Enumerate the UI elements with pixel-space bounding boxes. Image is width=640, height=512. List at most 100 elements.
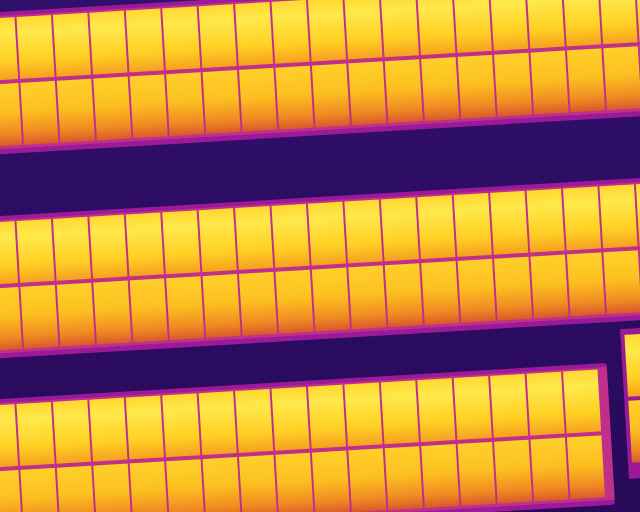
cell xyxy=(344,199,383,264)
panel-row xyxy=(0,363,615,512)
cell xyxy=(384,59,423,124)
cell xyxy=(52,216,92,281)
panel-row xyxy=(620,326,640,479)
cell xyxy=(89,214,128,279)
cell xyxy=(457,54,496,119)
cell xyxy=(20,467,59,512)
cell xyxy=(417,195,456,260)
cell xyxy=(307,201,347,266)
cell xyxy=(198,391,237,456)
cell xyxy=(0,221,19,286)
cell xyxy=(93,463,132,512)
cell xyxy=(384,446,423,511)
cell xyxy=(52,12,92,77)
cell xyxy=(275,452,314,512)
cell xyxy=(20,80,59,145)
cell xyxy=(453,192,492,257)
cell xyxy=(56,78,95,143)
cell xyxy=(89,397,128,462)
cell xyxy=(421,444,460,508)
cell xyxy=(89,10,128,75)
cell xyxy=(162,210,201,275)
cell xyxy=(0,404,19,469)
cell xyxy=(348,61,387,126)
cell xyxy=(348,448,387,512)
cell xyxy=(0,470,23,512)
cell xyxy=(202,457,241,512)
cell xyxy=(0,17,19,82)
cell xyxy=(566,48,606,113)
cell xyxy=(563,369,602,434)
cell xyxy=(603,250,640,315)
cell xyxy=(202,70,241,134)
cell xyxy=(129,278,168,343)
cell xyxy=(417,0,456,56)
cell xyxy=(311,450,350,512)
cell xyxy=(603,46,640,111)
cell xyxy=(275,65,314,130)
cell xyxy=(624,332,640,397)
cell xyxy=(311,63,350,128)
cell xyxy=(421,57,460,121)
cell xyxy=(125,8,164,73)
cell xyxy=(16,401,55,466)
cell xyxy=(166,276,205,341)
cell xyxy=(166,459,205,512)
cell xyxy=(93,76,132,141)
cell xyxy=(490,373,529,438)
cell xyxy=(530,254,569,319)
cell xyxy=(526,188,565,253)
cell xyxy=(599,0,638,45)
cell xyxy=(344,0,383,60)
cell xyxy=(238,271,278,336)
cell xyxy=(563,186,602,251)
cell xyxy=(566,435,606,500)
cell xyxy=(20,284,59,349)
cell xyxy=(494,52,533,117)
cell xyxy=(271,0,310,64)
cell xyxy=(380,380,419,445)
cell xyxy=(453,375,492,440)
cell xyxy=(457,441,496,506)
cell xyxy=(490,0,529,51)
cell xyxy=(526,0,565,49)
cell xyxy=(0,287,23,351)
cell xyxy=(129,461,168,512)
cell xyxy=(56,282,95,347)
cell xyxy=(198,4,237,69)
cell xyxy=(162,393,201,458)
cell xyxy=(271,203,310,268)
cell xyxy=(16,14,55,79)
cell xyxy=(166,72,205,137)
cell xyxy=(348,265,387,330)
cell xyxy=(271,386,310,451)
cell xyxy=(563,0,602,47)
cell xyxy=(235,388,274,453)
panel-row xyxy=(0,174,640,359)
cell xyxy=(238,67,278,132)
cell xyxy=(380,197,419,262)
cell xyxy=(453,0,492,53)
cell xyxy=(307,0,347,62)
cell xyxy=(198,208,237,273)
cell xyxy=(235,205,274,270)
cell xyxy=(202,274,241,338)
cell xyxy=(530,437,569,502)
cell xyxy=(162,6,201,71)
cell xyxy=(311,267,350,332)
cell xyxy=(125,212,164,277)
cell xyxy=(307,384,347,449)
cell xyxy=(125,395,164,460)
cell xyxy=(380,0,419,58)
cell xyxy=(599,184,638,249)
cell xyxy=(530,50,569,115)
cell xyxy=(344,382,383,447)
cell xyxy=(235,1,274,66)
cell xyxy=(490,190,529,255)
cell xyxy=(275,269,314,334)
panel-row xyxy=(0,0,640,155)
cell xyxy=(56,465,95,512)
